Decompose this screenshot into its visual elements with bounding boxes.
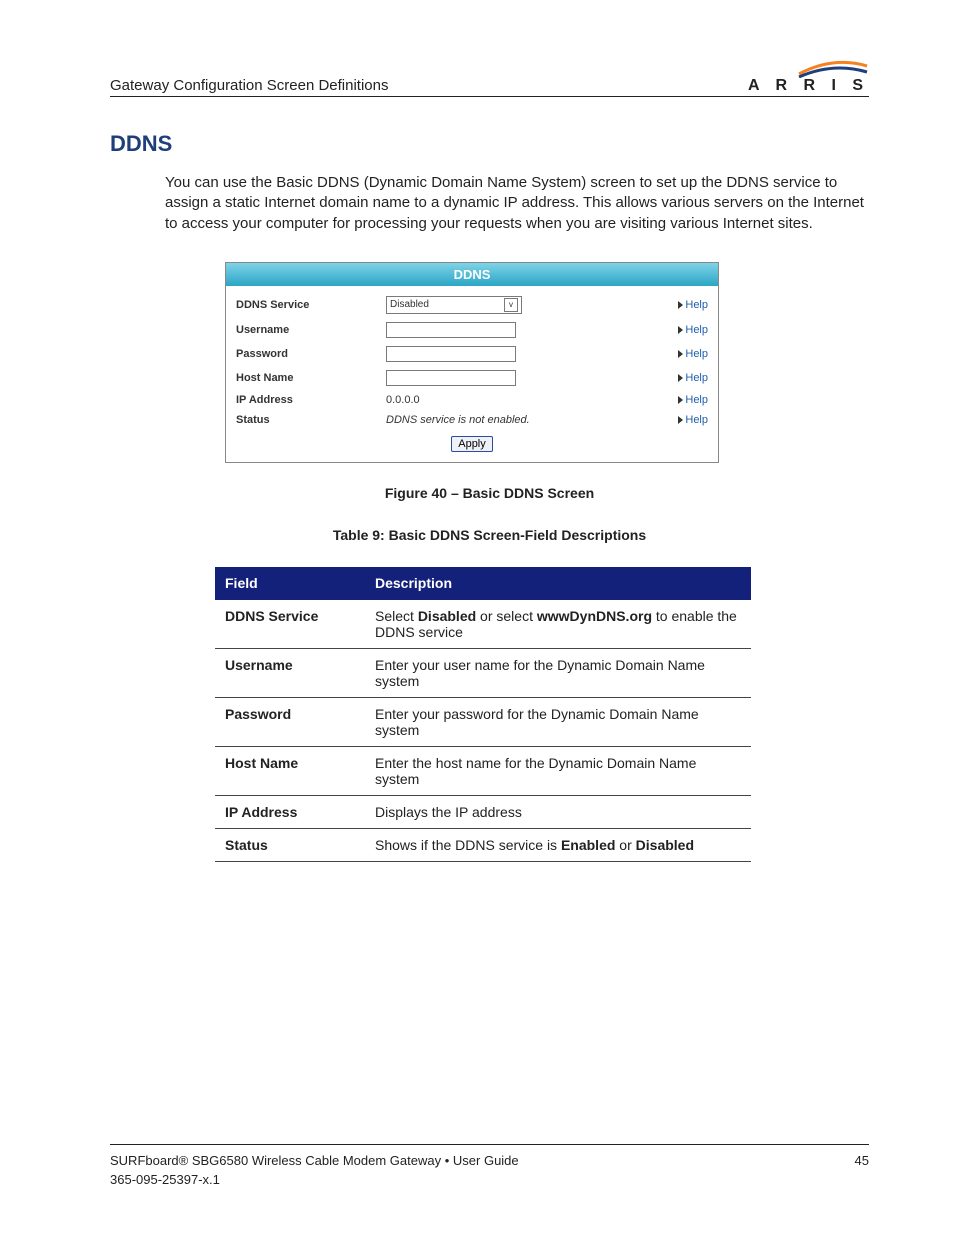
field-description-cell: Shows if the DDNS service is Enabled or … [365, 828, 751, 861]
ddns-service-select[interactable]: Disabledv [386, 296, 522, 314]
panel-row: StatusDDNS service is not enabled. Help [236, 410, 708, 430]
panel-row: Username Help [236, 318, 708, 342]
help-link[interactable]: Help [658, 348, 708, 360]
password-input[interactable] [386, 346, 516, 362]
help-link[interactable]: Help [658, 324, 708, 336]
help-link[interactable]: Help [658, 372, 708, 384]
table-row: UsernameEnter your user name for the Dyn… [215, 648, 751, 697]
panel-row: Password Help [236, 342, 708, 366]
table-header-cell: Description [365, 567, 751, 600]
table-row: PasswordEnter your password for the Dyna… [215, 697, 751, 746]
panel-row: DDNS ServiceDisabledv Help [236, 292, 708, 318]
apply-button[interactable]: Apply [451, 436, 493, 452]
field-name-cell: DDNS Service [215, 599, 365, 648]
footer-line1: SURFboard® SBG6580 Wireless Cable Modem … [110, 1153, 519, 1168]
field-description-cell: Displays the IP address [365, 795, 751, 828]
field-description-table: FieldDescription DDNS ServiceSelect Disa… [215, 567, 751, 862]
panel-row-control: DDNS service is not enabled. [386, 414, 658, 426]
field-name-cell: Status [215, 828, 365, 861]
figure-caption: Figure 40 – Basic DDNS Screen [110, 485, 869, 501]
caret-right-icon [678, 416, 683, 424]
field-name-cell: Username [215, 648, 365, 697]
panel-row-control [386, 322, 658, 338]
chevron-down-icon: v [504, 298, 518, 312]
field-description-cell: Select Disabled or select wwwDynDNS.org … [365, 599, 751, 648]
caret-right-icon [678, 350, 683, 358]
help-link[interactable]: Help [658, 299, 708, 311]
caret-right-icon [678, 374, 683, 382]
field-name-cell: Host Name [215, 746, 365, 795]
panel-row-label: Host Name [236, 372, 386, 384]
panel-row-control [386, 346, 658, 362]
table-row: IP AddressDisplays the IP address [215, 795, 751, 828]
page-number: 45 [855, 1153, 869, 1187]
panel-titlebar: DDNS [226, 263, 718, 286]
section-title: DDNS [110, 131, 869, 157]
field-name-cell: Password [215, 697, 365, 746]
panel-row-control: Disabledv [386, 296, 658, 314]
field-description-cell: Enter your password for the Dynamic Doma… [365, 697, 751, 746]
field-description-cell: Enter the host name for the Dynamic Doma… [365, 746, 751, 795]
table-header-cell: Field [215, 567, 365, 600]
page-header: Gateway Configuration Screen Definitions… [110, 60, 869, 97]
caret-right-icon [678, 301, 683, 309]
field-description-cell: Enter your user name for the Dynamic Dom… [365, 648, 751, 697]
panel-row-label: DDNS Service [236, 299, 386, 311]
table-row: StatusShows if the DDNS service is Enabl… [215, 828, 751, 861]
status-value: DDNS service is not enabled. [386, 414, 530, 426]
table-caption: Table 9: Basic DDNS Screen-Field Descrip… [110, 527, 869, 543]
panel-row-label: IP Address [236, 394, 386, 406]
caret-right-icon [678, 396, 683, 404]
page-footer: SURFboard® SBG6580 Wireless Cable Modem … [110, 1144, 869, 1187]
logo-text: A R R I S [748, 78, 869, 94]
panel-row: IP Address0.0.0.0 Help [236, 390, 708, 410]
host-name-input[interactable] [386, 370, 516, 386]
panel-row-control: 0.0.0.0 [386, 394, 658, 406]
caret-right-icon [678, 326, 683, 334]
panel-row-label: Password [236, 348, 386, 360]
panel-row: Host Name Help [236, 366, 708, 390]
header-title: Gateway Configuration Screen Definitions [110, 77, 388, 94]
footer-line2: 365-095-25397-x.1 [110, 1172, 519, 1187]
table-row: Host NameEnter the host name for the Dyn… [215, 746, 751, 795]
arris-logo: A R R I S [748, 60, 869, 94]
ip-address-value: 0.0.0.0 [386, 394, 420, 406]
help-link[interactable]: Help [658, 414, 708, 426]
panel-row-label: Status [236, 414, 386, 426]
help-link[interactable]: Help [658, 394, 708, 406]
ddns-panel: DDNS DDNS ServiceDisabledv Help Username He… [225, 262, 719, 463]
field-name-cell: IP Address [215, 795, 365, 828]
username-input[interactable] [386, 322, 516, 338]
panel-row-control [386, 370, 658, 386]
panel-row-label: Username [236, 324, 386, 336]
section-paragraph: You can use the Basic DDNS (Dynamic Doma… [165, 173, 869, 234]
table-row: DDNS ServiceSelect Disabled or select ww… [215, 599, 751, 648]
